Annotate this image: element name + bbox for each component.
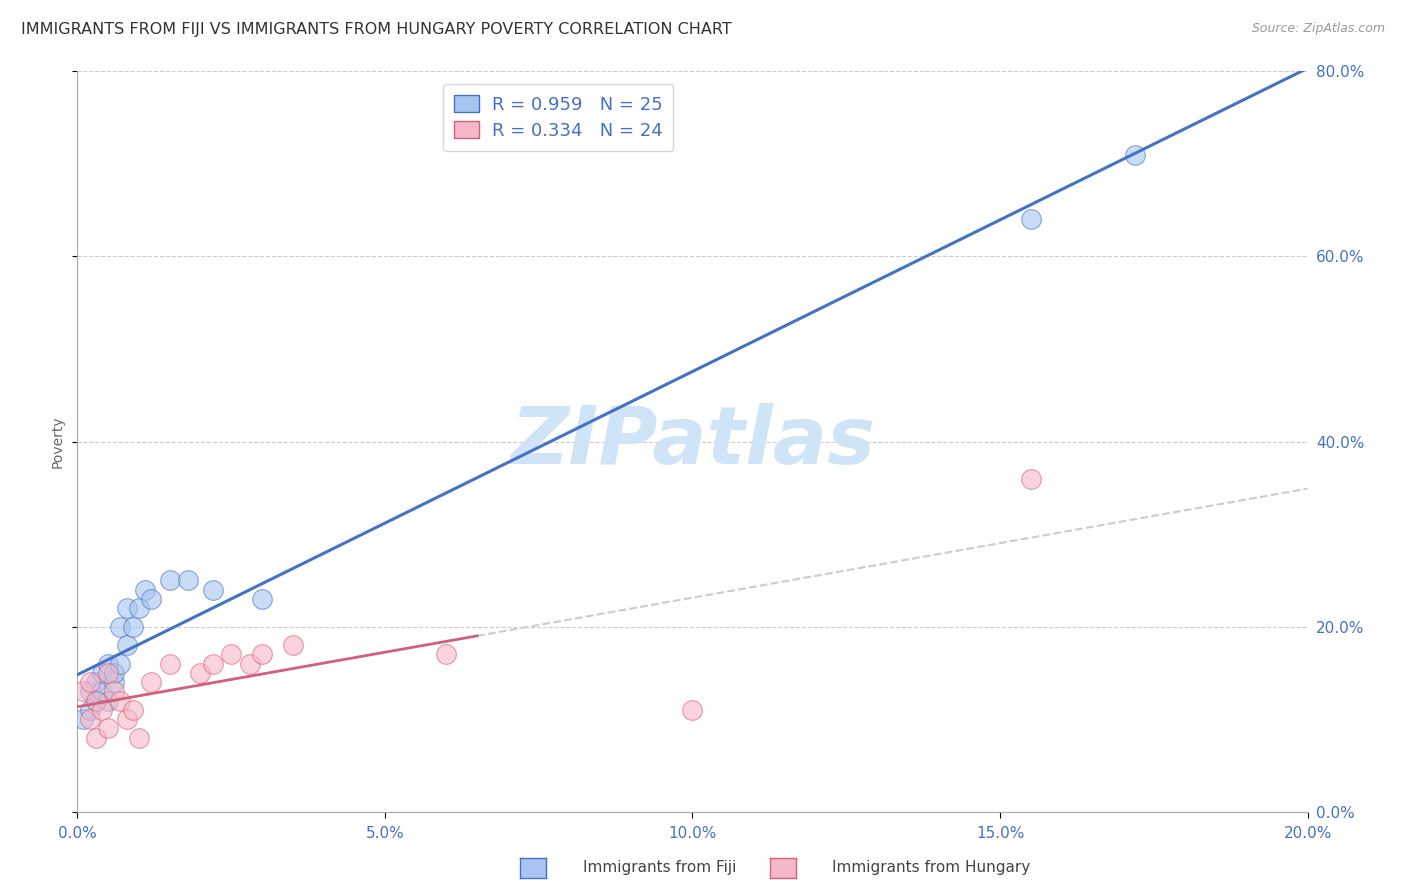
Point (128, 731, 150, 745)
Point (110, 657, 132, 671)
Point (72, 712, 94, 726)
Point (436, 648, 458, 662)
Point (103, 675, 125, 690)
Point (219, 648, 242, 662)
Point (97, 694, 120, 708)
Point (1019, 212, 1042, 227)
Point (201, 582, 224, 597)
Point (90, 703, 114, 717)
Point (141, 591, 163, 606)
Point (177, 574, 200, 588)
Text: Immigrants from Hungary: Immigrants from Hungary (832, 860, 1031, 874)
Point (128, 601, 150, 615)
Point (97, 657, 120, 671)
Point (1125, 147, 1147, 161)
Point (201, 657, 224, 671)
Point (110, 619, 132, 633)
Point (84, 675, 107, 690)
Point (121, 703, 143, 717)
Point (84, 694, 107, 708)
Point (1019, 472, 1042, 486)
Point (159, 657, 181, 671)
Point (188, 665, 212, 680)
Text: ZIPatlas: ZIPatlas (510, 402, 875, 481)
Point (79, 684, 101, 698)
Point (250, 648, 273, 662)
Point (682, 703, 704, 717)
Point (97, 665, 120, 680)
Point (84, 694, 107, 708)
Y-axis label: Poverty: Poverty (51, 416, 65, 467)
Point (250, 591, 273, 606)
Point (115, 638, 138, 652)
Point (281, 638, 304, 652)
Point (110, 694, 132, 708)
Point (97, 722, 120, 736)
Point (239, 657, 262, 671)
Point (134, 582, 156, 597)
Text: Source: ZipAtlas.com: Source: ZipAtlas.com (1251, 22, 1385, 36)
Text: Immigrants from Fiji: Immigrants from Fiji (583, 860, 737, 874)
Point (141, 675, 163, 690)
Point (103, 665, 125, 680)
Point (115, 712, 138, 726)
Point (159, 574, 181, 588)
Point (72, 684, 94, 698)
Point (79, 675, 101, 690)
Point (79, 712, 101, 726)
Point (84, 731, 107, 745)
Point (121, 619, 143, 633)
Point (79, 703, 101, 717)
Point (103, 684, 125, 698)
Text: IMMIGRANTS FROM FIJI VS IMMIGRANTS FROM HUNGARY POVERTY CORRELATION CHART: IMMIGRANTS FROM FIJI VS IMMIGRANTS FROM … (21, 22, 733, 37)
Point (115, 601, 138, 615)
Legend: R = 0.959   N = 25, R = 0.334   N = 24: R = 0.959 N = 25, R = 0.334 N = 24 (443, 84, 673, 151)
Point (90, 665, 114, 680)
Point (90, 684, 114, 698)
